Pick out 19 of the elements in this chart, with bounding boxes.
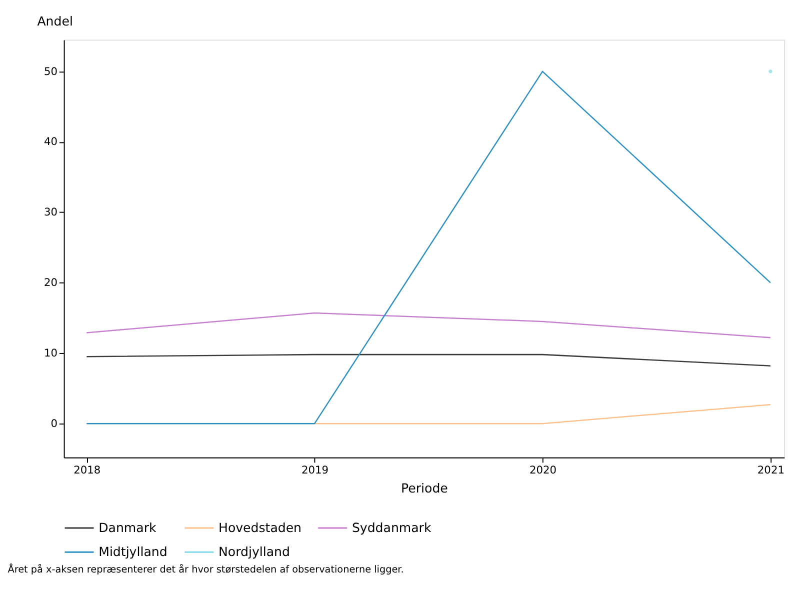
legend-label: Hovedstaden [218,520,302,535]
y-axis-title: Andel [37,14,73,29]
text: Året på x-aksen repræsenterer det år hvor størstedelen af observationerne ligger. [8,563,404,576]
y-tick-label: 40 [44,135,58,148]
x-tick-label: 2019 [302,463,329,476]
legend-label: Syddanmark [352,520,432,535]
y-tick-label: 20 [44,276,58,290]
y-tick-label: 30 [44,206,58,219]
x-axis-title: Periode [401,480,448,496]
x-tick-label: 2018 [74,463,101,476]
legend-label: Nordjylland [218,544,290,560]
y-tick-label: 10 [44,346,58,360]
y-tick-label: 0 [50,416,58,430]
legend-label: Midtjylland [98,544,168,560]
y-tick-label: 50 [44,64,58,78]
line-series [86,312,772,338]
x-tick-label: 2021 [757,463,784,476]
x-tick-label: 2020 [529,463,557,476]
legend-label: Danmark [98,520,157,535]
